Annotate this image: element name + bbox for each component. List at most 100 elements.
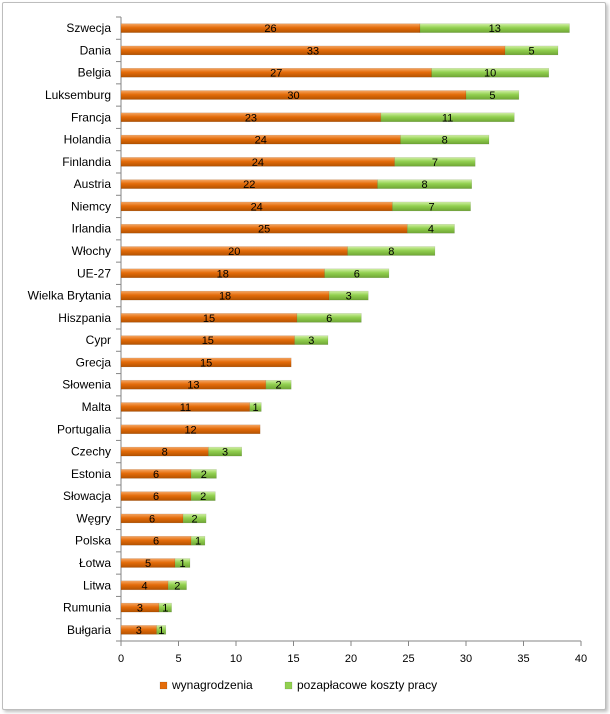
data-label: 18 bbox=[219, 291, 231, 303]
x-tick-label: 0 bbox=[118, 653, 124, 665]
data-label: 2 bbox=[200, 491, 206, 503]
category-label: Estonia bbox=[71, 467, 111, 481]
data-label: 6 bbox=[153, 536, 159, 548]
bar-segment-pozaplacowe bbox=[324, 268, 390, 279]
bar-segment-wynagrodzenia bbox=[120, 424, 261, 435]
bar-segment-pozaplacowe bbox=[249, 402, 262, 412]
x-tick-label: 10 bbox=[230, 653, 242, 665]
data-label: 11 bbox=[442, 112, 453, 124]
data-label: 30 bbox=[287, 90, 299, 102]
data-label: 1 bbox=[162, 603, 168, 615]
data-label: 24 bbox=[255, 135, 267, 147]
legend-label: pozapłacowe koszty pracy bbox=[297, 678, 437, 692]
x-tick-label: 20 bbox=[345, 653, 357, 665]
data-label: 15 bbox=[202, 335, 214, 347]
x-tick-label: 40 bbox=[575, 653, 587, 665]
bar-segment-pozaplacowe bbox=[208, 446, 242, 457]
bar-segment-pozaplacowe bbox=[167, 580, 187, 591]
category-label: Luksemburg bbox=[45, 88, 111, 102]
data-label: 8 bbox=[162, 447, 168, 459]
data-label: 5 bbox=[489, 90, 495, 102]
data-label: 27 bbox=[270, 68, 282, 80]
category-label: Niemcy bbox=[71, 199, 111, 213]
data-label: 1 bbox=[195, 536, 201, 548]
category-label: Irlandia bbox=[72, 222, 112, 236]
category-label: Cypr bbox=[86, 333, 111, 347]
data-label: 13 bbox=[187, 380, 199, 392]
category-label: Węgry bbox=[76, 511, 111, 525]
data-label: 3 bbox=[136, 625, 142, 637]
data-label: 6 bbox=[153, 491, 159, 503]
data-label: 2 bbox=[201, 469, 207, 481]
bar-segment-pozaplacowe bbox=[394, 157, 476, 167]
category-label: Łotwa bbox=[79, 556, 111, 570]
bar-segment-wynagrodzenia bbox=[120, 357, 292, 368]
data-label: 8 bbox=[422, 179, 428, 191]
x-tick-label: 5 bbox=[175, 653, 181, 665]
data-label: 6 bbox=[326, 313, 332, 325]
x-tick-label: 25 bbox=[402, 653, 414, 665]
data-label: 33 bbox=[307, 45, 319, 57]
bar-segment-pozaplacowe bbox=[190, 469, 217, 479]
data-label: 2 bbox=[174, 580, 180, 592]
x-tick-label: 35 bbox=[517, 653, 529, 665]
x-tick-label: 30 bbox=[460, 653, 472, 665]
category-label: Holandia bbox=[64, 133, 112, 147]
category-label: Bułgaria bbox=[67, 623, 111, 637]
bar-segment-pozaplacowe bbox=[407, 223, 455, 234]
category-label: Grecja bbox=[76, 355, 112, 369]
data-label: 4 bbox=[428, 224, 434, 236]
bar-segment-pozaplacowe bbox=[380, 112, 515, 123]
category-label: Portugalia bbox=[57, 422, 111, 436]
category-label: Rumunia bbox=[63, 601, 111, 615]
bar-segment-pozaplacowe bbox=[265, 379, 292, 390]
category-label: Słowenia bbox=[62, 378, 111, 392]
data-label: 5 bbox=[528, 45, 534, 57]
bar-segment-pozaplacowe bbox=[328, 290, 369, 301]
data-label: 23 bbox=[245, 112, 257, 124]
category-label: Wielka Brytania bbox=[28, 289, 112, 303]
category-label: Litwa bbox=[83, 578, 111, 592]
data-label: 25 bbox=[258, 224, 270, 236]
category-label: Słowacja bbox=[63, 489, 111, 503]
legend-swatch bbox=[284, 681, 293, 690]
data-label: 2 bbox=[192, 513, 198, 525]
bar-segment-pozaplacowe bbox=[174, 558, 191, 568]
category-label: Czechy bbox=[71, 445, 111, 459]
data-label: 1 bbox=[179, 558, 185, 570]
data-label: 6 bbox=[153, 469, 159, 481]
category-label: Belgia bbox=[78, 66, 112, 80]
category-label: Włochy bbox=[72, 244, 111, 258]
bar-segment-pozaplacowe bbox=[377, 179, 473, 189]
category-label: Francja bbox=[71, 110, 111, 124]
bar-segment-pozaplacowe bbox=[392, 201, 471, 212]
data-label: 8 bbox=[388, 246, 394, 258]
bar-segment-pozaplacowe bbox=[156, 625, 167, 635]
bar-segment-pozaplacowe bbox=[400, 134, 490, 145]
category-label: UE-27 bbox=[77, 266, 111, 280]
data-label: 3 bbox=[346, 291, 352, 303]
data-label: 5 bbox=[145, 558, 151, 570]
data-label: 8 bbox=[442, 135, 448, 147]
bar-segment-pozaplacowe bbox=[465, 90, 520, 100]
data-label: 22 bbox=[243, 179, 255, 191]
bar-segment-pozaplacowe bbox=[294, 335, 329, 345]
data-label: 6 bbox=[354, 268, 360, 280]
legend-label: wynagrodzenia bbox=[171, 678, 253, 692]
category-label: Polska bbox=[75, 534, 111, 548]
category-label: Malta bbox=[82, 400, 112, 414]
bar-segment-pozaplacowe bbox=[419, 23, 570, 33]
bar-segment-pozaplacowe bbox=[296, 313, 362, 323]
bar-segment-pozaplacowe bbox=[190, 535, 206, 546]
data-label: 24 bbox=[251, 201, 263, 213]
category-label: Austria bbox=[74, 177, 112, 191]
bar-segment-pozaplacowe bbox=[158, 602, 172, 613]
data-label: 1 bbox=[252, 402, 258, 414]
data-label: 3 bbox=[308, 335, 314, 347]
data-label: 11 bbox=[180, 402, 191, 414]
bar-segment-pozaplacowe bbox=[504, 45, 559, 56]
data-label: 6 bbox=[149, 513, 155, 525]
data-label: 3 bbox=[222, 447, 228, 459]
category-label: Dania bbox=[80, 43, 112, 57]
data-label: 10 bbox=[484, 68, 496, 80]
